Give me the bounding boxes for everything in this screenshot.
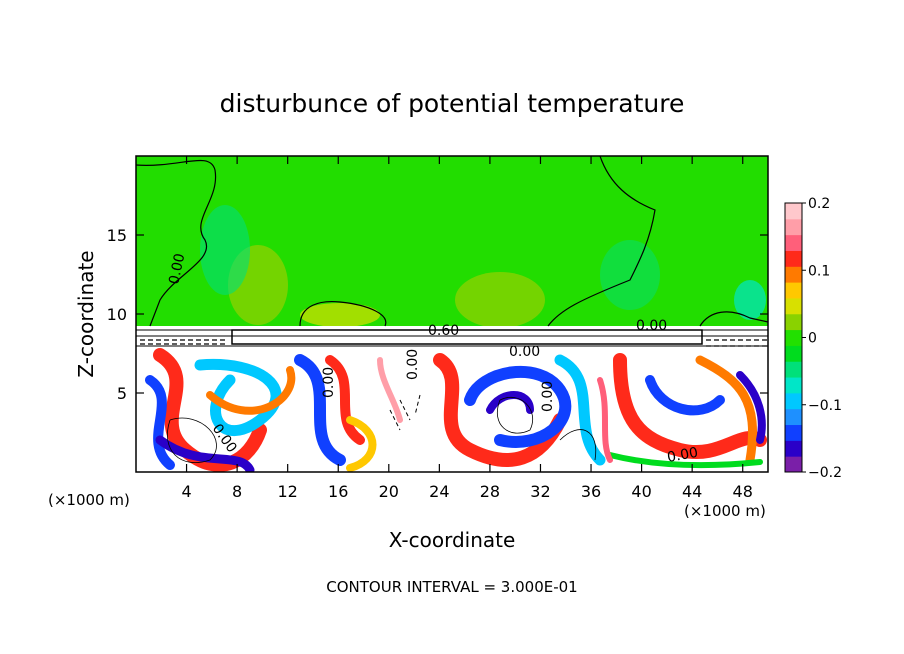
x-tick-label: 44 [682, 482, 702, 501]
cool-patch [734, 280, 766, 320]
x-axis: 4 8 12 16 20 24 28 32 36 40 44 48 [181, 156, 753, 501]
contour-label: 0.00 [509, 344, 540, 360]
x-tick-label: 36 [581, 482, 601, 501]
warm-patch [455, 272, 545, 328]
contour-label: 0.00 [166, 252, 188, 286]
cool-patch [600, 240, 660, 310]
x-unit-right: (×1000 m) [684, 502, 766, 520]
colorbar-swatch [785, 408, 802, 426]
colorbar-swatch [785, 282, 802, 299]
contour-lines [136, 156, 768, 463]
y-axis: 5 10 15 [107, 226, 768, 403]
chart-title: disturbunce of potential temperature [220, 89, 685, 118]
x-tick-label: 24 [429, 482, 449, 501]
colorbar-swatch [785, 266, 802, 283]
contour-label: 0.00 [666, 445, 699, 466]
y-tick-label: 15 [107, 226, 127, 245]
cool-patch [200, 205, 250, 295]
colorbar-swatch [785, 313, 802, 331]
contour-label: 0.00 [405, 349, 421, 380]
contour-label: 0.00 [540, 381, 556, 412]
warm-patch [300, 303, 380, 327]
colorbar-swatch [785, 424, 802, 441]
plot-area: 0.00 0.60 0.00 0.00 0.00 0.00 0.00 0.00 … [136, 156, 768, 472]
y-tick-label: 5 [117, 384, 127, 403]
colorbar-swatch [785, 456, 802, 473]
colorbar-label: 0.2 [808, 196, 830, 212]
colorbar-label: 0 [808, 331, 817, 347]
contour-interval: CONTOUR INTERVAL = 3.000E-01 [326, 578, 577, 596]
colorbar-swatch [785, 234, 802, 251]
colorbar-swatch [785, 377, 802, 394]
colorbar-label: −0.1 [808, 398, 842, 414]
x-tick-label: 32 [530, 482, 550, 501]
colorbar-swatch [785, 345, 802, 362]
x-tick-label: 28 [480, 482, 500, 501]
contour-label: 0.60 [428, 323, 459, 339]
colorbar-swatch [785, 297, 802, 315]
inversion-dashes [140, 339, 768, 347]
contour-label: 0.00 [636, 318, 667, 334]
colorbar-label: 0.1 [808, 263, 830, 279]
x-unit-left: (×1000 m) [48, 491, 130, 509]
colorbar-swatch [785, 203, 802, 220]
colorbar-swatch [785, 218, 802, 236]
x-tick-label: 12 [278, 482, 298, 501]
x-tick-label: 40 [631, 482, 651, 501]
x-tick-label: 48 [733, 482, 753, 501]
x-tick-label: 4 [181, 482, 191, 501]
colorbar-label: −0.2 [808, 465, 842, 481]
turbulent-eddies [145, 348, 767, 472]
y-axis-label: Z-coordinate [74, 250, 98, 377]
x-axis-label: X-coordinate [389, 528, 516, 552]
y-tick-label: 10 [107, 305, 127, 324]
x-tick-label: 20 [379, 482, 399, 501]
x-tick-label: 16 [328, 482, 348, 501]
colorbar-swatch [785, 329, 802, 346]
inversion-contours [136, 329, 768, 347]
colorbar-swatch [785, 250, 802, 267]
contour-label: 0.00 [321, 367, 337, 398]
colorbar-swatch [785, 361, 802, 378]
x-tick-label: 8 [232, 482, 242, 501]
colorbar-swatch [785, 392, 802, 410]
colorbar: 0.2 0.1 0 −0.1 −0.2 [784, 196, 842, 481]
colorbar-swatch [785, 440, 802, 457]
